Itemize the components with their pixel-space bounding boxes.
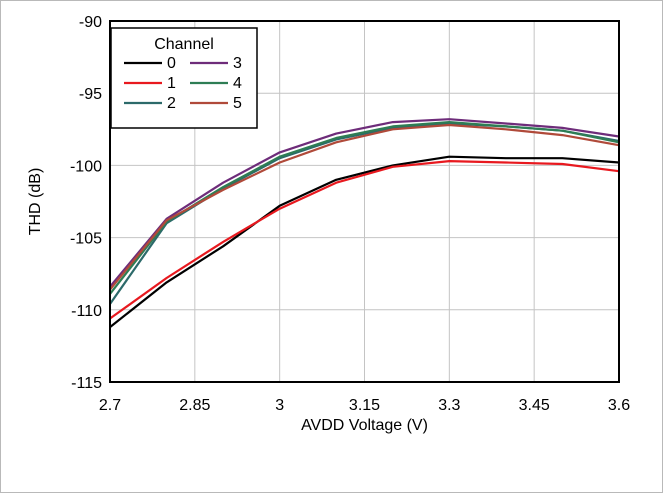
x-tick-label: 3.6 <box>608 397 630 414</box>
x-tick-label: 3.3 <box>438 397 460 414</box>
x-tick-labels: 2.7 2.85 3 3.15 3.3 3.45 3.6 <box>99 397 630 414</box>
y-tick-label: -110 <box>71 303 102 320</box>
series-lines <box>109 118 620 328</box>
series-line-5 <box>109 123 620 291</box>
x-tick-label: 3.15 <box>349 397 380 414</box>
y-tick-label: -115 <box>71 375 102 392</box>
legend-label-2: 2 <box>167 95 176 112</box>
legend-label-3: 3 <box>233 55 242 72</box>
series-line-0 <box>109 155 620 328</box>
y-tick-label: -90 <box>79 14 102 31</box>
legend-label-0: 0 <box>167 55 176 72</box>
x-tick-label: 2.7 <box>99 397 121 414</box>
y-axis-title: THD (dB) <box>27 168 44 236</box>
y-tick-label: -105 <box>70 231 102 248</box>
legend-label-1: 1 <box>167 75 176 92</box>
legend-box <box>110 27 258 129</box>
legend-label-5: 5 <box>233 95 242 112</box>
legend-title: Channel <box>154 36 214 53</box>
series-line-3 <box>109 118 620 288</box>
x-tick-label: 3 <box>275 397 284 414</box>
x-axis-title: AVDD Voltage (V) <box>301 417 428 434</box>
legend: Channel 0 1 2 3 4 5 <box>110 27 258 129</box>
y-tick-label: -100 <box>70 158 102 175</box>
series-line-1 <box>109 160 620 320</box>
y-tick-label: -95 <box>79 86 102 103</box>
x-tick-label: 3.45 <box>519 397 550 414</box>
plot-border <box>109 20 620 383</box>
x-tick-label: 2.85 <box>179 397 210 414</box>
y-tick-labels: -115 -110 -105 -100 -95 -90 <box>70 14 102 392</box>
legend-label-4: 4 <box>233 75 242 92</box>
